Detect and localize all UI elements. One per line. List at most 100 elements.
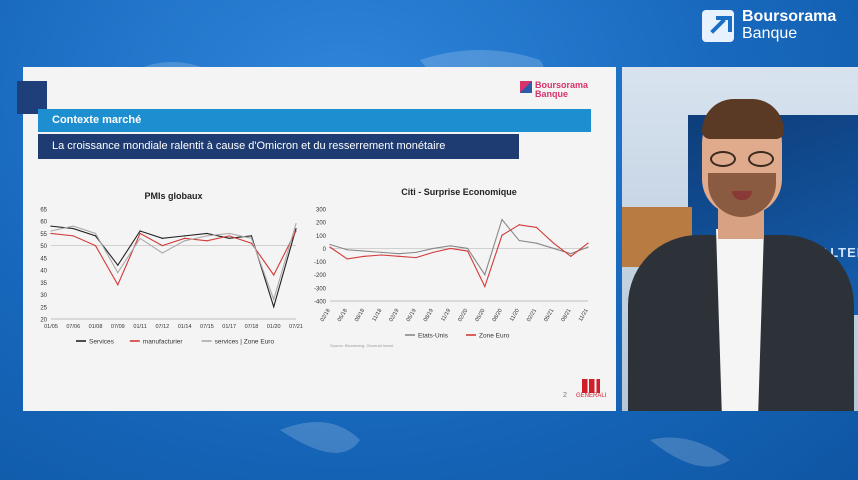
data-point — [570, 255, 572, 257]
x-tick-label: 08/18 — [354, 308, 366, 323]
citi-chart: Citi - Surprise Economique -400 -300 -200 -1… — [314, 187, 590, 348]
data-point — [570, 253, 572, 255]
data-point — [501, 218, 503, 221]
data-point — [184, 240, 186, 242]
x-tick-label: 08/20 — [492, 308, 504, 323]
legend-label: Etats-Unis — [418, 333, 449, 340]
data-point — [250, 242, 253, 244]
x-tick-label: 01/20 — [267, 324, 281, 330]
x-tick-label: 05/21 — [543, 308, 555, 323]
x-tick-label: 02/18 — [320, 308, 332, 323]
series-line — [50, 230, 297, 287]
data-point — [363, 255, 365, 257]
data-point — [415, 251, 417, 253]
data-point — [432, 247, 434, 250]
generali-logo: GENERALI — [576, 379, 606, 403]
x-tick-label: 01/05 — [44, 324, 58, 330]
data-point — [228, 232, 230, 235]
data-point — [449, 245, 451, 247]
data-point — [250, 235, 253, 237]
x-tick-label: 05/20 — [474, 308, 486, 323]
data-point — [72, 227, 74, 230]
data-point — [467, 250, 469, 252]
x-tick-label: 01/14 — [178, 324, 192, 330]
data-point — [139, 232, 141, 235]
y-tick-label: 55 — [40, 232, 47, 238]
data-point — [587, 246, 589, 248]
data-point — [273, 274, 275, 276]
data-point — [228, 237, 230, 239]
x-tick-label: 02/20 — [457, 308, 469, 323]
x-tick-label: 01/08 — [89, 324, 103, 330]
x-tick-label: 08/19 — [423, 308, 435, 323]
data-point — [228, 235, 230, 237]
data-point — [553, 247, 555, 250]
boursorama-mark-icon — [519, 81, 532, 93]
y-tick-label: 100 — [316, 234, 327, 240]
series-line — [329, 218, 589, 276]
glasses-icon — [708, 151, 776, 167]
series-line — [50, 223, 297, 302]
x-tick-label: 05/18 — [337, 308, 349, 323]
data-point — [449, 247, 451, 250]
y-tick-label: 50 — [40, 244, 47, 250]
chart-title: Citi - Surprise Economique — [401, 187, 517, 197]
data-point — [206, 232, 208, 235]
x-tick-label: 11/20 — [509, 308, 521, 323]
y-tick-label: -300 — [314, 286, 327, 292]
series-line — [329, 224, 589, 288]
y-tick-label: 25 — [40, 305, 47, 311]
data-point — [363, 250, 365, 252]
x-tick-label: 01/11 — [133, 324, 146, 330]
data-point — [295, 223, 297, 225]
data-point — [553, 242, 555, 244]
data-point — [273, 306, 275, 308]
x-tick-label: 07/15 — [200, 324, 214, 330]
y-tick-label: 20 — [40, 318, 47, 324]
chart-source: Source: Bloomberg, Generali Invest — [330, 343, 394, 348]
presenter-shirt — [716, 229, 764, 411]
x-tick-label: 11/18 — [371, 308, 383, 323]
data-point — [501, 234, 503, 236]
y-tick-label: 60 — [40, 220, 47, 226]
data-point — [484, 285, 486, 288]
arrow-logo-icon — [702, 10, 734, 42]
presenter-mouth — [732, 191, 752, 200]
legend-label: Zone Euro — [479, 333, 510, 340]
data-point — [381, 251, 383, 253]
x-tick-label: 02/19 — [388, 308, 400, 323]
data-point — [50, 225, 52, 227]
data-point — [94, 235, 97, 237]
brand-line2: Banque — [742, 25, 798, 42]
data-point — [117, 271, 119, 274]
y-tick-label: -400 — [314, 300, 327, 306]
data-point — [161, 252, 163, 254]
x-tick-label: 07/12 — [155, 324, 169, 330]
y-tick-label: 45 — [40, 256, 47, 262]
data-point — [346, 258, 348, 260]
x-tick-label: 07/09 — [111, 324, 125, 330]
generali-text: GENERALI — [576, 393, 607, 399]
data-point — [72, 225, 74, 227]
slide-number: 2 — [563, 392, 567, 399]
data-point — [346, 249, 348, 251]
presentation-slide: Boursorama Banque Contexte marché La cro… — [17, 67, 616, 411]
data-point — [139, 237, 141, 239]
data-point — [206, 235, 208, 237]
data-point — [50, 232, 52, 235]
x-tick-label: 07/21 — [289, 324, 303, 330]
data-point — [535, 226, 537, 228]
data-point — [587, 242, 589, 244]
data-point — [273, 298, 275, 301]
legend-label: Services — [89, 339, 115, 346]
data-point — [184, 235, 186, 237]
slide-corner-square — [17, 81, 47, 114]
data-point — [381, 254, 383, 256]
slide-logo: Boursorama Banque — [519, 81, 588, 99]
x-tick-label: 08/21 — [560, 308, 572, 323]
y-tick-label: 40 — [40, 269, 47, 275]
y-tick-label: -200 — [314, 273, 327, 279]
data-point — [184, 237, 186, 239]
x-tick-label: 11/21 — [578, 308, 590, 323]
y-tick-label: 35 — [40, 281, 47, 287]
